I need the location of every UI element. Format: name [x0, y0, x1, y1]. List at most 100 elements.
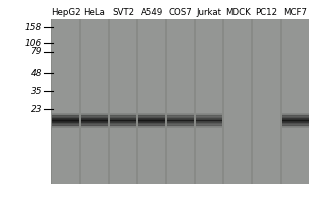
Bar	[52, 121, 79, 122]
Bar	[109, 119, 137, 120]
Bar	[109, 113, 137, 114]
Bar	[167, 121, 194, 122]
Bar	[282, 125, 309, 126]
Bar	[81, 127, 108, 128]
Bar	[109, 126, 137, 127]
Bar	[282, 120, 309, 121]
Bar	[52, 120, 79, 121]
Bar	[196, 124, 222, 125]
Bar	[109, 122, 137, 123]
Bar	[81, 122, 108, 123]
Bar	[52, 115, 79, 116]
Bar	[196, 127, 222, 128]
Bar	[109, 121, 137, 122]
Bar	[109, 120, 137, 121]
Bar	[167, 19, 194, 184]
Text: 23: 23	[30, 105, 42, 114]
Text: 79: 79	[30, 47, 42, 56]
Bar	[52, 120, 79, 121]
Bar	[138, 114, 165, 115]
Bar	[282, 113, 309, 114]
Bar	[196, 117, 222, 118]
Bar	[282, 115, 309, 116]
Bar	[138, 119, 165, 120]
Bar	[52, 124, 79, 125]
Bar	[196, 114, 222, 115]
Bar	[138, 117, 165, 118]
Bar	[167, 113, 194, 114]
Bar	[81, 19, 108, 184]
Bar	[196, 19, 222, 184]
Bar	[81, 114, 108, 115]
Bar	[167, 120, 194, 121]
Text: HeLa: HeLa	[83, 8, 105, 17]
Bar	[196, 126, 222, 127]
Bar	[81, 116, 108, 117]
Bar	[167, 114, 194, 115]
Bar	[109, 120, 137, 121]
Bar	[52, 116, 79, 117]
Bar	[81, 120, 108, 121]
Bar	[138, 121, 165, 122]
Bar	[138, 120, 165, 121]
Bar	[196, 120, 222, 121]
Bar	[52, 122, 79, 123]
Bar	[282, 121, 309, 122]
Bar	[138, 120, 165, 121]
Bar	[81, 124, 108, 125]
Bar	[196, 125, 222, 126]
Bar	[167, 117, 194, 118]
Bar	[196, 115, 222, 116]
Bar	[138, 124, 165, 125]
Bar	[81, 119, 108, 120]
Bar	[282, 115, 309, 116]
Bar	[138, 118, 165, 119]
Bar	[138, 125, 165, 126]
Bar	[138, 123, 165, 124]
Bar	[81, 125, 108, 126]
Text: COS7: COS7	[169, 8, 192, 17]
Text: HepG2: HepG2	[51, 8, 81, 17]
Bar	[138, 113, 165, 114]
Bar	[52, 19, 79, 184]
Bar	[196, 121, 222, 122]
Bar	[282, 127, 309, 128]
Bar	[167, 119, 194, 120]
Bar	[52, 123, 79, 124]
Bar	[167, 115, 194, 116]
Bar	[138, 127, 165, 128]
Bar	[52, 119, 79, 120]
Bar	[81, 115, 108, 116]
Bar	[81, 115, 108, 116]
Text: PC12: PC12	[255, 8, 277, 17]
Bar	[282, 120, 309, 121]
Bar	[109, 114, 137, 115]
Bar	[52, 125, 79, 126]
Bar	[196, 123, 222, 124]
Bar	[109, 115, 137, 116]
Bar	[81, 121, 108, 122]
Bar	[109, 115, 137, 116]
Bar	[196, 125, 222, 126]
Bar	[167, 125, 194, 126]
Text: MDCK: MDCK	[225, 8, 251, 17]
Bar	[224, 19, 251, 184]
Bar	[167, 120, 194, 121]
Bar	[282, 116, 309, 117]
Bar	[196, 120, 222, 121]
Bar	[282, 122, 309, 123]
Bar	[282, 119, 309, 120]
Bar	[167, 116, 194, 117]
Bar	[138, 116, 165, 117]
Bar	[167, 122, 194, 123]
Bar	[52, 118, 79, 119]
Bar	[138, 125, 165, 126]
Bar	[109, 124, 137, 125]
Bar	[253, 19, 280, 184]
Bar	[138, 115, 165, 116]
Bar	[51, 19, 309, 184]
Text: 106: 106	[25, 38, 42, 47]
Text: 48: 48	[30, 68, 42, 77]
Text: A549: A549	[141, 8, 163, 17]
Bar	[109, 19, 137, 184]
